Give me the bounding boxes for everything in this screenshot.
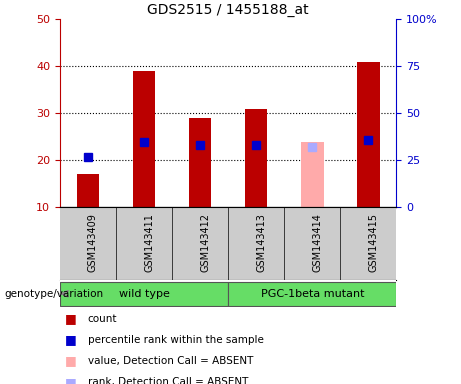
Bar [357,61,379,207]
Text: ■: ■ [65,376,76,384]
Bar [301,142,324,207]
Text: wild type: wild type [118,289,170,299]
Title: GDS2515 / 1455188_at: GDS2515 / 1455188_at [148,3,309,17]
Text: PGC-1beta mutant: PGC-1beta mutant [260,289,364,299]
Bar [189,118,211,207]
Text: GSM143411: GSM143411 [144,213,154,272]
Text: GSM143413: GSM143413 [256,213,266,272]
Text: ■: ■ [65,312,76,325]
Text: GSM143415: GSM143415 [368,213,378,272]
Bar [245,109,267,207]
Text: ■: ■ [65,354,76,367]
Text: percentile rank within the sample: percentile rank within the sample [88,335,264,345]
Bar [60,282,228,306]
Text: rank, Detection Call = ABSENT: rank, Detection Call = ABSENT [88,377,248,384]
Text: GSM143409: GSM143409 [88,213,98,272]
Text: ■: ■ [65,333,76,346]
Bar [133,71,155,207]
Text: GSM143414: GSM143414 [313,213,322,272]
Text: count: count [88,314,117,324]
Bar [77,174,99,207]
Text: value, Detection Call = ABSENT: value, Detection Call = ABSENT [88,356,253,366]
Text: GSM143412: GSM143412 [200,213,210,272]
Bar [228,282,396,306]
Text: genotype/variation: genotype/variation [5,289,104,299]
